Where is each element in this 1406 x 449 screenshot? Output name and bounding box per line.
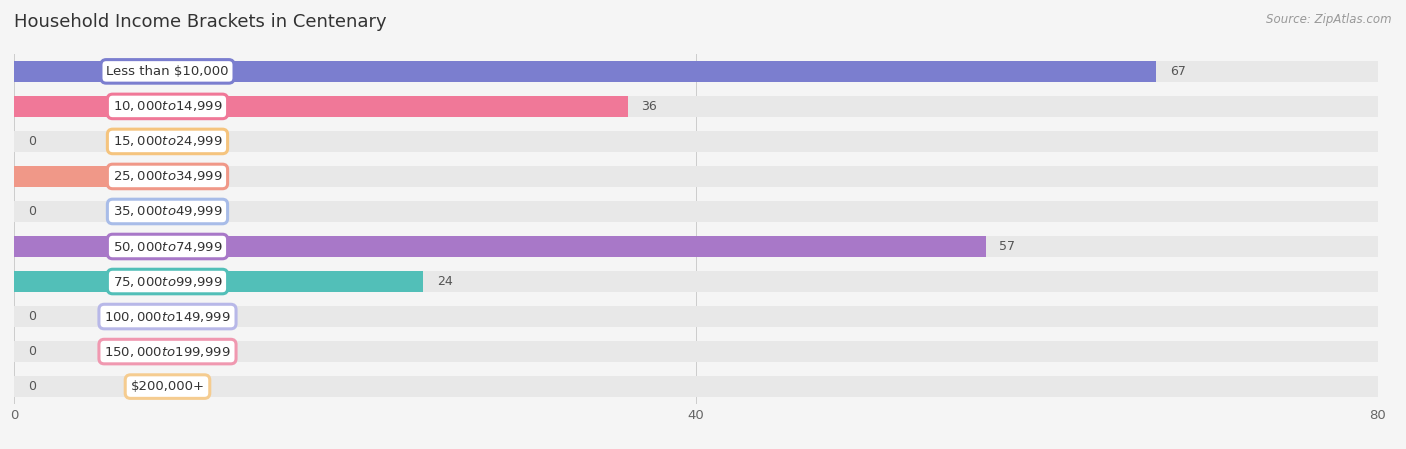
Text: $15,000 to $24,999: $15,000 to $24,999 xyxy=(112,134,222,149)
Text: $10,000 to $14,999: $10,000 to $14,999 xyxy=(112,99,222,114)
Bar xyxy=(14,61,1378,82)
Bar xyxy=(14,306,1378,327)
Bar xyxy=(14,271,1378,292)
Text: 24: 24 xyxy=(437,275,453,288)
Text: $75,000 to $99,999: $75,000 to $99,999 xyxy=(112,274,222,289)
Text: Household Income Brackets in Centenary: Household Income Brackets in Centenary xyxy=(14,13,387,31)
Text: Source: ZipAtlas.com: Source: ZipAtlas.com xyxy=(1267,13,1392,26)
Text: 0: 0 xyxy=(28,135,35,148)
Bar xyxy=(14,131,1378,152)
Bar xyxy=(14,96,1378,117)
Text: 67: 67 xyxy=(1170,65,1185,78)
Text: $200,000+: $200,000+ xyxy=(131,380,204,393)
Text: $25,000 to $34,999: $25,000 to $34,999 xyxy=(112,169,222,184)
Bar xyxy=(14,376,1378,397)
Bar xyxy=(14,271,423,292)
Text: $150,000 to $199,999: $150,000 to $199,999 xyxy=(104,344,231,359)
Text: $50,000 to $74,999: $50,000 to $74,999 xyxy=(112,239,222,254)
Text: 0: 0 xyxy=(28,310,35,323)
Text: 57: 57 xyxy=(1000,240,1015,253)
Bar xyxy=(14,166,1378,187)
Bar xyxy=(14,201,1378,222)
Text: 8: 8 xyxy=(165,170,172,183)
Bar xyxy=(14,341,1378,362)
Bar xyxy=(14,96,627,117)
Bar xyxy=(14,236,986,257)
Bar xyxy=(14,236,1378,257)
Text: $35,000 to $49,999: $35,000 to $49,999 xyxy=(112,204,222,219)
Text: $100,000 to $149,999: $100,000 to $149,999 xyxy=(104,309,231,324)
Text: 36: 36 xyxy=(641,100,657,113)
Bar xyxy=(14,166,150,187)
Text: 0: 0 xyxy=(28,345,35,358)
Text: Less than $10,000: Less than $10,000 xyxy=(107,65,229,78)
Bar xyxy=(14,61,1156,82)
Text: 0: 0 xyxy=(28,380,35,393)
Text: 0: 0 xyxy=(28,205,35,218)
